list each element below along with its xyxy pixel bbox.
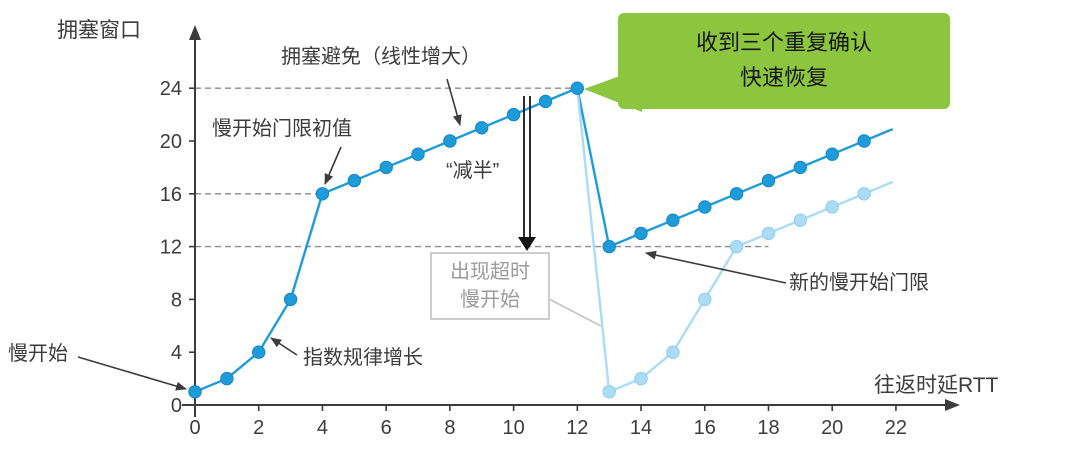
data-point-congestion-window [475,121,489,135]
data-point-congestion-window [570,81,584,95]
halve-arrow [518,96,536,251]
new-threshold-label: 新的慢开始门限 [789,272,929,294]
y-axis-title: 拥塞窗口 [57,19,141,42]
fast-recovery-line2: 快速恢复 [739,65,828,90]
y-tick-label: 12 [160,237,182,259]
y-tick-label: 24 [160,78,182,100]
timeout-line2: 慢开始 [460,289,520,311]
x-axis-arrowhead [945,399,960,411]
axes [182,25,960,417]
data-point-congestion-window [506,107,521,122]
fast-recovery-callout: 收到三个重复确认 快速恢复 [618,13,950,109]
x-tick-label: 20 [821,417,843,439]
data-point-timeout-slow-start-alternative [825,200,839,214]
x-tick-label: 6 [381,417,392,439]
initial-threshold-arrow [324,146,342,185]
y-tick-label: 20 [160,131,182,153]
data-point-congestion-window [411,147,425,161]
slow-start-label: 慢开始 [8,343,68,365]
new-threshold-arrow [645,250,787,284]
y-axis-arrowhead [189,25,201,40]
data-point-timeout-slow-start-alternative [793,213,807,227]
x-tick-label: 22 [885,417,907,439]
data-point-congestion-window [729,187,744,201]
data-point-timeout-slow-start-alternative [698,292,712,307]
exponential-growth-label: 指数规律增长 [303,347,423,369]
x-tick-label: 0 [189,417,200,439]
timeout-leader-line [548,298,602,327]
y-tick-label: 4 [171,342,182,364]
data-point-congestion-window [857,134,871,148]
x-axis-title: 往返时延RTT [874,374,999,397]
data-point-timeout-slow-start-alternative [666,345,680,359]
data-point-congestion-window [761,173,776,188]
data-point-congestion-window [379,160,393,175]
data-point-congestion-window [698,200,712,214]
halve-arrow-head [518,237,536,251]
slow-start-arrow [77,356,187,391]
data-point-congestion-window [634,226,648,241]
data-point-congestion-window [825,147,839,161]
data-point-congestion-window [252,345,266,359]
initial-threshold-label: 慢开始门限初值 [212,118,352,140]
data-point-congestion-window [602,239,616,254]
fast-recovery-line1: 收到三个重复确认 [695,30,872,55]
data-point-congestion-window [538,94,553,109]
y-tick-label: 8 [171,289,182,311]
data-point-congestion-window [220,371,234,386]
data-point-timeout-slow-start-alternative [634,371,648,386]
threshold-dashed-lines [195,87,769,248]
timeout-slow-start-box: 出现超时 慢开始 [430,252,550,320]
x-tick-label: 18 [757,417,779,439]
congestion-avoidance-arrow [446,78,462,126]
data-point-congestion-window [188,385,202,399]
y-tick-label: 0 [171,395,182,417]
data-point-congestion-window [315,187,330,201]
data-point-timeout-slow-start-alternative [761,226,776,241]
series-points [188,81,871,399]
x-tick-label: 12 [566,417,588,439]
congestion-avoidance-label: 拥塞避免（线性增大） [281,46,481,68]
x-tick-label: 2 [253,417,264,439]
data-point-timeout-slow-start-alternative [729,239,744,254]
data-point-congestion-window [347,173,361,188]
x-tick-label: 16 [694,417,716,439]
data-point-congestion-window [283,292,298,307]
annotation-arrows [77,78,787,391]
data-point-timeout-slow-start-alternative [602,385,616,399]
data-point-timeout-slow-start-alternative [857,187,871,201]
halve-label: “减半” [446,160,500,182]
data-point-congestion-window [443,134,457,148]
x-tick-label: 8 [444,417,455,439]
data-point-congestion-window [666,213,680,227]
data-point-congestion-window [793,160,807,175]
y-tick-label: 16 [160,184,182,206]
exponential-growth-arrow [270,337,298,356]
x-tick-label: 10 [502,417,524,439]
timeout-line1: 出现超时 [450,261,530,283]
x-tick-label: 4 [317,417,328,439]
x-tick-label: 14 [630,417,652,439]
